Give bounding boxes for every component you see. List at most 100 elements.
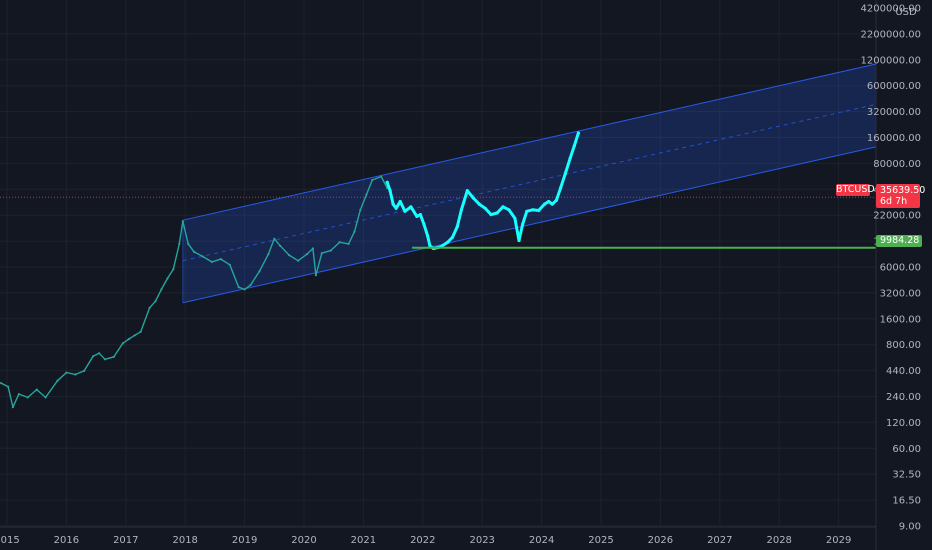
y-tick-label: 800.00: [886, 340, 921, 351]
historical-price-point: [243, 288, 246, 291]
historical-price-point: [154, 300, 157, 303]
y-tick-label: 1200000.00: [861, 55, 921, 66]
historical-price-path: [0, 175, 388, 408]
y-tick-label: 2200000.00: [861, 29, 921, 40]
grid: [0, 0, 876, 527]
projected-price-point: [531, 208, 535, 212]
historical-price-point: [139, 330, 142, 333]
projected-price-point: [513, 216, 517, 220]
x-tick-label: 2019: [232, 535, 257, 546]
x-tick-label: 2022: [410, 535, 435, 546]
projected-price-point: [576, 131, 581, 135]
historical-price-point: [249, 284, 252, 287]
projected-price-point: [391, 202, 395, 206]
x-tick-label: 2018: [172, 535, 197, 546]
projected-price-point: [521, 222, 525, 226]
projected-price-point: [483, 206, 487, 210]
historical-price-point: [273, 237, 276, 240]
historical-price-point: [11, 406, 14, 409]
channel-fill: [182, 63, 877, 303]
historical-price-point: [288, 254, 291, 257]
historical-price-point: [44, 396, 47, 399]
historical-price-point: [314, 274, 317, 277]
y-tick-label: 60.00: [892, 444, 921, 455]
x-tick-label: 2015: [0, 535, 20, 546]
x-tick-label: 2017: [113, 535, 138, 546]
historical-price-point: [121, 342, 124, 345]
channel-upper-line[interactable]: [182, 63, 877, 221]
projected-price-point: [517, 238, 521, 243]
historical-price-point: [380, 175, 383, 178]
channel-lower-line[interactable]: [182, 146, 877, 304]
parallel-channel[interactable]: [182, 63, 877, 304]
y-tick-label: 120.00: [886, 418, 921, 429]
y-tick-label: 1600.00: [880, 314, 921, 325]
y-tick-label: 22000.00: [873, 211, 921, 222]
x-tick-label: 2029: [826, 535, 851, 546]
projected-price-point: [450, 235, 455, 239]
historical-price-point: [160, 288, 163, 291]
projected-price-point: [572, 144, 576, 148]
projected-price-point: [465, 189, 469, 193]
historical-price-point: [181, 220, 184, 223]
historical-price-point: [320, 252, 323, 255]
historical-price-point: [187, 242, 190, 245]
last-price-tag: 35639.50 6d 7h: [876, 184, 926, 208]
y-tick-label: 80000.00: [873, 159, 921, 170]
time-axis[interactable]: 2015 2016 2017 2018 2019 2020 2021 2022 2023 2024…: [0, 535, 851, 546]
x-tick-label: 2023: [469, 535, 494, 546]
last-price-value: 35639.50: [880, 185, 926, 196]
x-tick-label: 2027: [707, 535, 732, 546]
projected-price-point: [559, 186, 563, 190]
y-tick-label: 320000.00: [867, 107, 921, 118]
projected-price-point: [563, 171, 568, 175]
y-tick-label: 160000.00: [867, 133, 921, 144]
historical-price-point: [65, 371, 68, 374]
y-tick-label: 9.00: [899, 522, 921, 533]
projected-price-point: [388, 189, 392, 193]
historical-price-point: [26, 396, 29, 399]
historical-price-point: [98, 352, 101, 355]
historical-price-point: [7, 385, 10, 388]
projected-price-point: [415, 214, 419, 218]
historical-price-point: [359, 208, 362, 211]
projected-price-point: [409, 205, 413, 209]
symbol-tag[interactable]: BTCUSD: [836, 184, 875, 196]
projected-price-point: [554, 198, 559, 202]
historical-price-point: [311, 247, 314, 250]
historical-price-point: [228, 263, 231, 266]
projected-price-point: [495, 211, 499, 215]
historical-price-point: [56, 379, 59, 382]
x-tick-label: 2025: [588, 535, 613, 546]
historical-price-point: [365, 193, 368, 196]
projected-price-point: [477, 202, 481, 206]
projected-price-point: [426, 234, 430, 238]
x-tick-label: 2026: [648, 535, 673, 546]
historical-price-point: [83, 369, 86, 372]
historical-price-point: [35, 388, 38, 391]
historical-price-point: [201, 255, 205, 258]
historical-price-point: [178, 242, 181, 245]
projected-price-point: [525, 209, 529, 213]
historical-price-point: [237, 286, 240, 289]
historical-price-point: [0, 382, 3, 385]
y-tick-label: 32.50: [892, 470, 921, 481]
historical-price-point: [347, 242, 350, 245]
projected-price-point: [446, 240, 450, 244]
y-tick-label: 3200.00: [880, 288, 921, 299]
historical-price-point: [219, 258, 222, 261]
x-tick-label: 2021: [351, 535, 376, 546]
projected-price-point: [422, 222, 426, 226]
historical-price-point: [353, 230, 356, 233]
y-tick-label: 600000.00: [867, 81, 921, 92]
projected-price-point: [568, 156, 572, 160]
projected-price-point: [428, 244, 432, 248]
historical-price-point: [267, 253, 270, 256]
historical-price-point: [305, 253, 309, 256]
projected-price-point: [489, 213, 493, 217]
projected-price-point: [501, 205, 505, 209]
y-tick-label: 16.50: [892, 496, 921, 507]
projected-price-point: [394, 206, 398, 210]
